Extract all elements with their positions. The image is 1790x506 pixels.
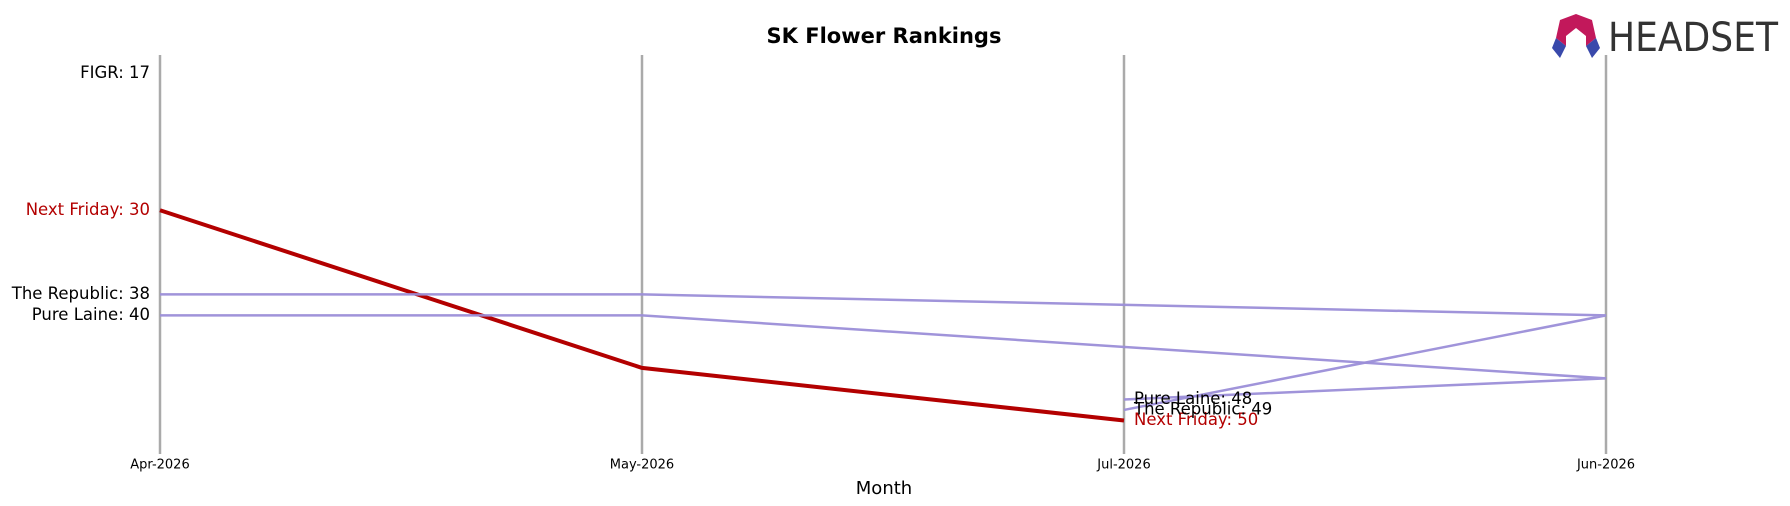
x-tick-label: Jun-2026 [1576,458,1635,473]
logo-mark-right [1586,38,1600,58]
logo-mark-left [1552,38,1566,58]
logo-mark [1556,14,1596,46]
x-tick-label: May-2026 [610,458,674,473]
x-axis-label: Month [856,478,912,499]
end-label: Next Friday: 50 [1134,410,1258,429]
series-line [160,314,1607,401]
start-label: The Republic: 38 [11,284,150,303]
end-label: Pure Laine: 48 [1134,389,1252,408]
end-label: The Republic: 49 [1133,399,1272,418]
start-label: Pure Laine: 40 [32,305,150,324]
start-label: Next Friday: 30 [26,200,150,219]
logo: HEADSET [1552,14,1778,61]
logo-text: HEADSET [1608,15,1778,61]
x-tick-label: Jul-2026 [1096,458,1150,473]
chart-title: SK Flower Rankings [767,24,1002,48]
series-line [159,208,1125,423]
x-tick-label: Apr-2026 [130,458,189,473]
start-label: FIGR: 17 [80,63,150,82]
